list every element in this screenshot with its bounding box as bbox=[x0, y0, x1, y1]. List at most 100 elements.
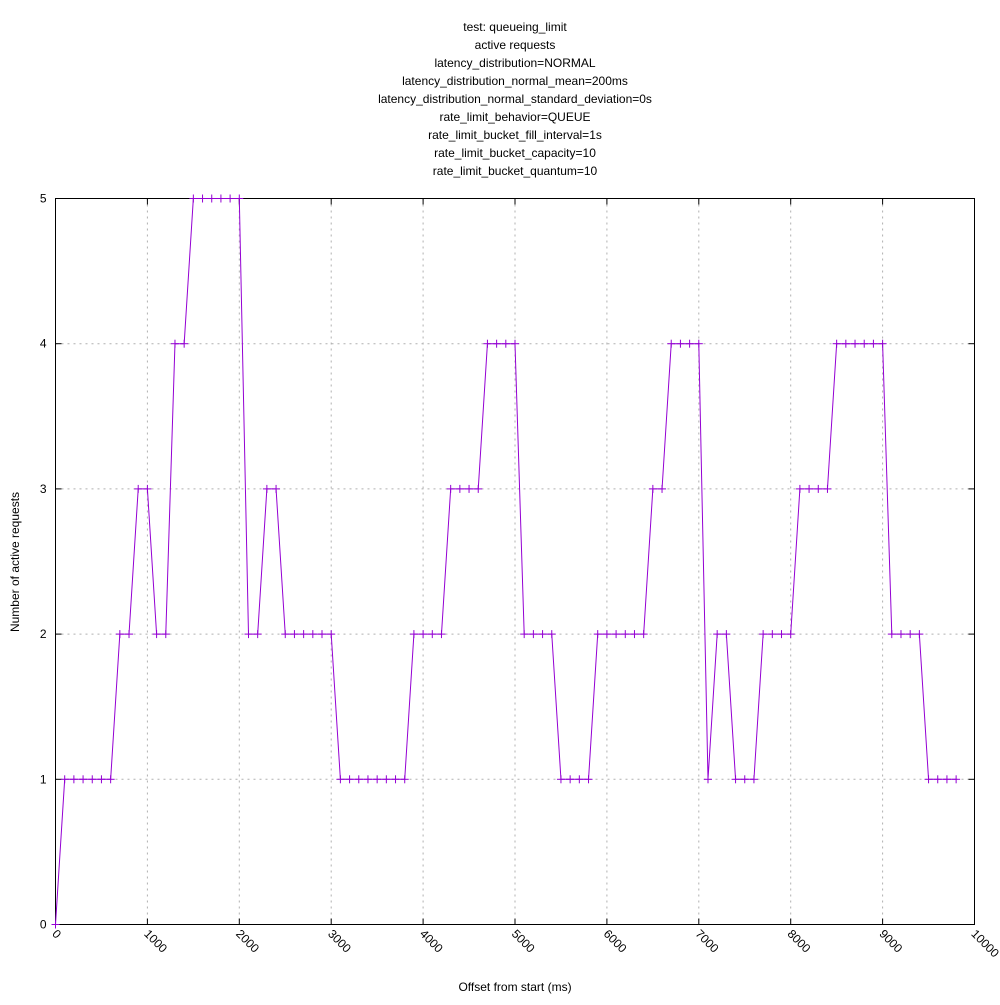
data-point bbox=[501, 339, 510, 348]
data-point bbox=[786, 630, 795, 639]
data-point bbox=[869, 339, 878, 348]
data-point bbox=[602, 630, 611, 639]
data-point bbox=[538, 630, 547, 639]
y-tick-label: 4 bbox=[40, 337, 47, 351]
y-axis-label: Number of active requests bbox=[8, 492, 22, 632]
data-point bbox=[915, 630, 924, 639]
data-point bbox=[253, 630, 262, 639]
data-point bbox=[262, 484, 271, 493]
data-point bbox=[851, 339, 860, 348]
x-tick-label: 6000 bbox=[601, 927, 630, 956]
x-tick-label: 2000 bbox=[233, 927, 262, 956]
data-point bbox=[639, 630, 648, 639]
data-point bbox=[777, 630, 786, 639]
data-point bbox=[933, 775, 942, 784]
title-line: rate_limit_bucket_capacity=10 bbox=[434, 146, 596, 160]
data-point bbox=[520, 630, 529, 639]
data-point bbox=[658, 484, 667, 493]
data-point bbox=[226, 194, 235, 203]
y-tick-label: 2 bbox=[40, 627, 47, 641]
series-group bbox=[51, 194, 961, 929]
data-point bbox=[400, 775, 409, 784]
data-point bbox=[814, 484, 823, 493]
data-point bbox=[492, 339, 501, 348]
title-line: active requests bbox=[475, 38, 556, 52]
title-line: latency_distribution_normal_mean=200ms bbox=[402, 74, 628, 88]
data-point bbox=[152, 630, 161, 639]
title-line: latency_distribution=NORMAL bbox=[434, 56, 595, 70]
data-point bbox=[731, 775, 740, 784]
title-line: rate_limit_bucket_quantum=10 bbox=[433, 164, 598, 178]
data-point bbox=[630, 630, 639, 639]
data-point bbox=[51, 920, 60, 929]
data-point bbox=[575, 775, 584, 784]
data-point bbox=[198, 194, 207, 203]
data-point bbox=[391, 775, 400, 784]
data-point bbox=[805, 484, 814, 493]
data-point bbox=[768, 630, 777, 639]
data-point bbox=[363, 775, 372, 784]
y-tick-label: 5 bbox=[40, 192, 47, 206]
data-point bbox=[952, 775, 961, 784]
data-point bbox=[419, 630, 428, 639]
data-point bbox=[924, 775, 933, 784]
data-point bbox=[483, 339, 492, 348]
data-point bbox=[79, 775, 88, 784]
x-tick-label: 0 bbox=[49, 927, 64, 942]
data-point bbox=[216, 194, 225, 203]
data-point bbox=[455, 484, 464, 493]
data-point bbox=[437, 630, 446, 639]
data-point bbox=[584, 775, 593, 784]
data-point bbox=[795, 484, 804, 493]
data-point bbox=[621, 630, 630, 639]
data-point bbox=[685, 339, 694, 348]
data-point bbox=[170, 339, 179, 348]
data-point bbox=[703, 775, 712, 784]
data-point bbox=[345, 775, 354, 784]
data-point bbox=[942, 775, 951, 784]
data-point bbox=[593, 630, 602, 639]
data-point bbox=[97, 775, 106, 784]
data-point bbox=[667, 339, 676, 348]
x-tick-label: 9000 bbox=[876, 927, 905, 956]
data-point bbox=[906, 630, 915, 639]
data-point bbox=[409, 630, 418, 639]
data-point bbox=[713, 630, 722, 639]
data-point bbox=[299, 630, 308, 639]
x-axis: 0 1000 2000 3000 4000 5000 6000 7000 8000 9000 100… bbox=[49, 198, 1000, 961]
x-tick-label: 1000 bbox=[141, 927, 170, 956]
data-point bbox=[612, 630, 621, 639]
data-point bbox=[566, 775, 575, 784]
data-point bbox=[860, 339, 869, 348]
data-point bbox=[722, 630, 731, 639]
title-line: rate_limit_behavior=QUEUE bbox=[439, 110, 590, 124]
data-point bbox=[318, 630, 327, 639]
title-line: latency_distribution_normal_standard_dev… bbox=[378, 92, 652, 106]
data-point bbox=[511, 339, 519, 348]
data-point bbox=[69, 775, 78, 784]
data-point bbox=[115, 630, 124, 639]
data-point bbox=[272, 484, 281, 493]
x-tick-label: 10000 bbox=[968, 927, 1000, 961]
data-point bbox=[887, 630, 896, 639]
data-point bbox=[290, 630, 299, 639]
data-point bbox=[244, 630, 253, 639]
y-tick-label: 3 bbox=[40, 482, 47, 496]
data-point bbox=[648, 484, 657, 493]
data-point bbox=[878, 339, 887, 348]
data-point bbox=[823, 484, 832, 493]
data-point bbox=[749, 775, 758, 784]
data-point bbox=[134, 484, 143, 493]
data-point bbox=[465, 484, 474, 493]
grid bbox=[55, 198, 975, 925]
data-point bbox=[354, 775, 363, 784]
data-point bbox=[336, 775, 345, 784]
data-point bbox=[189, 194, 198, 203]
data-point bbox=[382, 775, 391, 784]
data-point bbox=[529, 630, 538, 639]
data-point bbox=[327, 630, 336, 639]
data-point bbox=[281, 630, 290, 639]
